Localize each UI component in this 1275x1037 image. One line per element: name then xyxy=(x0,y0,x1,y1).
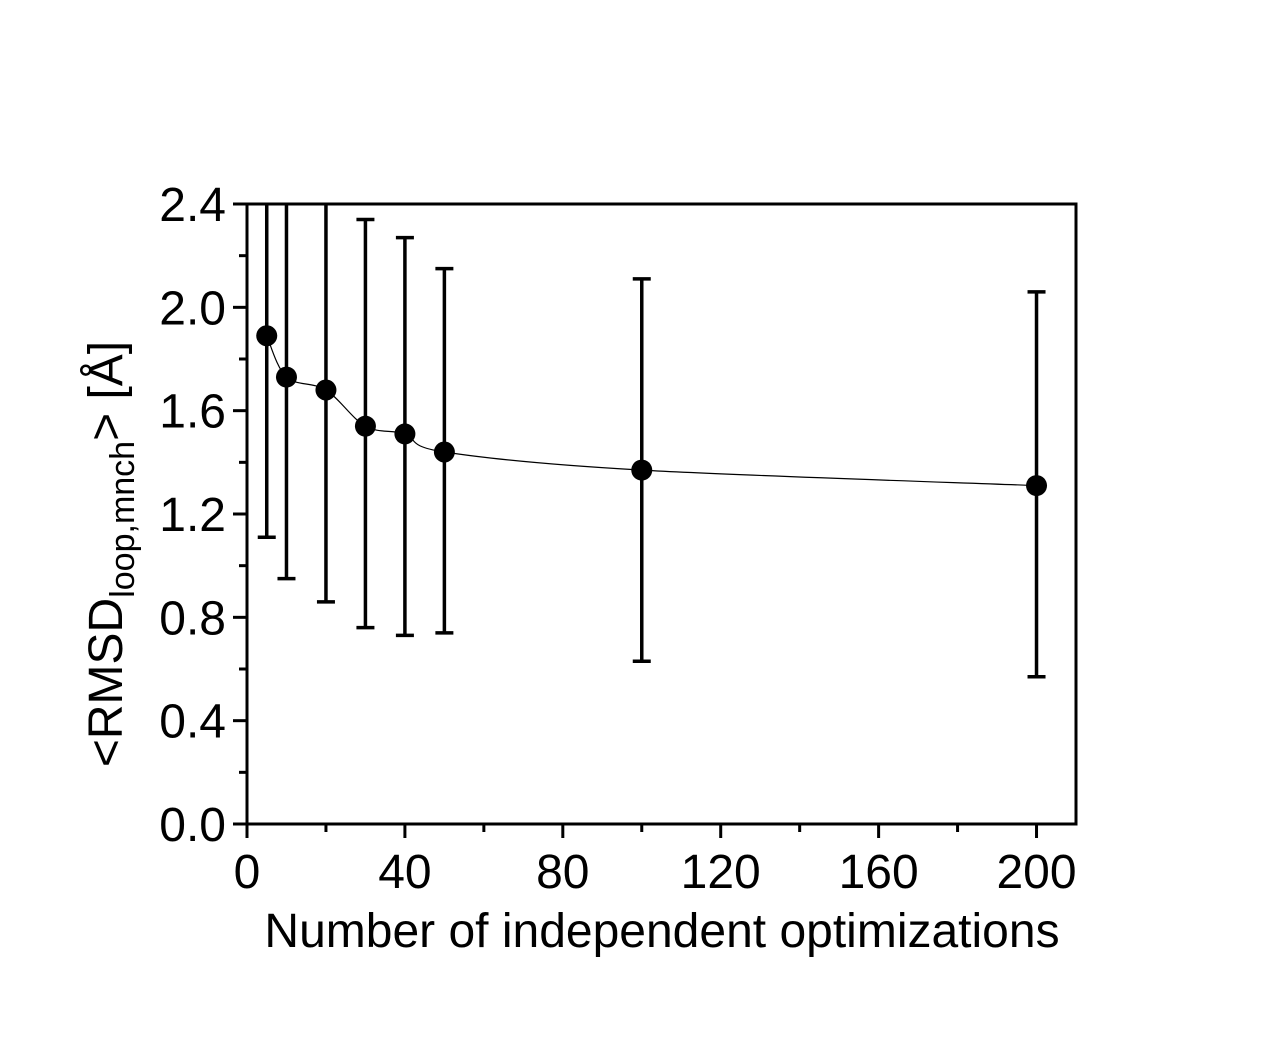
y-axis-tick-label: 0.4 xyxy=(159,696,226,749)
data-point-marker xyxy=(256,325,278,347)
data-point-marker xyxy=(354,415,376,437)
fit-curve-layer xyxy=(266,335,1037,487)
error-bars-layer xyxy=(257,204,1046,679)
x-axis-title: Number of independent optimizations xyxy=(264,905,1059,958)
data-point-marker xyxy=(275,366,297,388)
y-axis-title-main: <RMSD xyxy=(80,598,133,767)
y-axis-tick-label: 1.6 xyxy=(159,386,226,439)
fit-curve xyxy=(266,335,1037,487)
x-axis-tick-label: 160 xyxy=(839,846,919,899)
y-axis-title: <RMSDloop,mnch> [Å] xyxy=(80,341,142,767)
x-axis-tick-label: 80 xyxy=(536,846,589,899)
data-point-marker xyxy=(394,423,416,445)
y-axis-tick-label: 2.0 xyxy=(159,282,226,335)
error-bar xyxy=(277,204,296,581)
y-axis-title-end: > [Å] xyxy=(80,341,133,441)
y-axis-title-subscript: loop,mnch xyxy=(104,441,142,598)
axis-ticks-layer xyxy=(233,202,1039,838)
error-bar xyxy=(257,204,276,539)
y-axis-tick-label: 0.8 xyxy=(159,592,226,645)
x-axis-tick-label: 120 xyxy=(681,846,761,899)
error-bar xyxy=(316,204,335,604)
data-point-marker xyxy=(315,379,337,401)
data-point-marker xyxy=(1026,475,1048,497)
x-axis-tick-label: 0 xyxy=(234,846,261,899)
y-axis-tick-label: 2.4 xyxy=(159,179,226,232)
x-axis-tick-label: 200 xyxy=(996,846,1076,899)
data-markers-layer xyxy=(256,325,1048,497)
y-axis-tick-label: 0.0 xyxy=(159,799,226,852)
tick-labels-layer: 0 40 80 120 160 200 0.0 0.4 0.8 1.2 1.6 2.0 2.4 xyxy=(159,179,1076,899)
data-point-marker xyxy=(433,441,455,463)
plot-frame xyxy=(245,202,1078,826)
data-point-marker xyxy=(631,459,653,481)
x-axis-tick-label: 40 xyxy=(378,846,431,899)
y-axis-tick-label: 1.2 xyxy=(159,489,226,542)
